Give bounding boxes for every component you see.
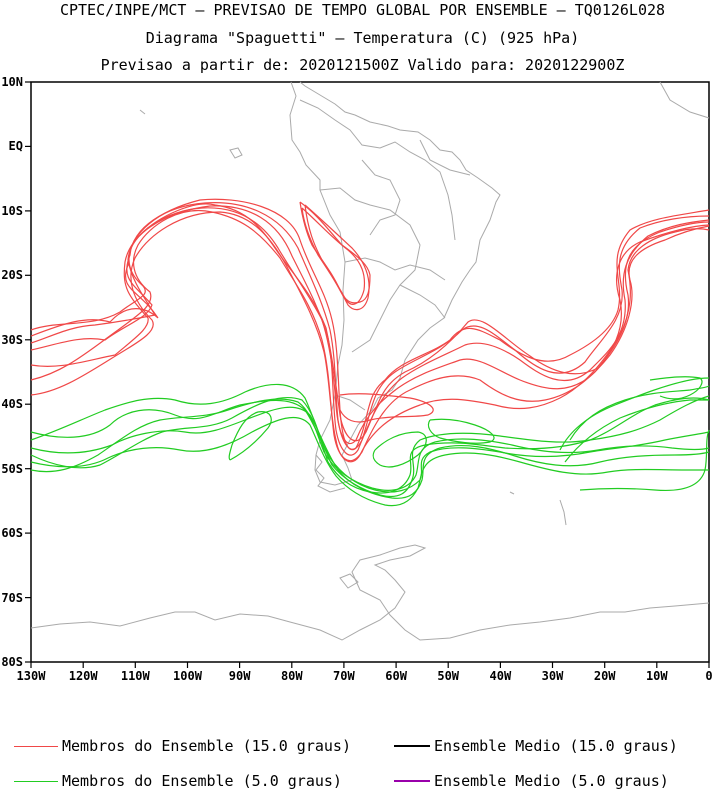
- latitude-axis: [25, 81, 31, 663]
- legend-item-members-5: Membros do Ensemble (5.0 graus): [14, 772, 342, 790]
- red-members: [30, 198, 710, 463]
- legend-label: Membros do Ensemble (15.0 graus): [62, 737, 351, 755]
- lon-label: 60W: [385, 669, 407, 683]
- legend-item-mean-15: Ensemble Medio (15.0 graus): [394, 737, 678, 755]
- spaghetti-map: 10N EQ 10S 20S 30S 40S 50S 60S 70S 80S 1…: [1, 75, 713, 683]
- lon-label: 20W: [594, 669, 616, 683]
- lat-label: 20S: [1, 268, 23, 282]
- lat-label: 50S: [1, 462, 23, 476]
- legend-thin-line-icon: [14, 780, 58, 782]
- lat-label: 40S: [1, 397, 23, 411]
- lon-label: 110W: [121, 669, 151, 683]
- legend-thick-line-icon: [394, 780, 430, 782]
- title-line-2: Diagrama "Spaguetti" – Temperatura (C) (…: [145, 29, 580, 47]
- lon-label: 30W: [542, 669, 564, 683]
- lon-label: 0: [705, 669, 712, 683]
- lon-label: 90W: [229, 669, 251, 683]
- latitude-labels: 10N EQ 10S 20S 30S 40S 50S 60S 70S 80S: [1, 75, 23, 669]
- longitude-labels: 130W 120W 110W 100W 90W 80W 70W 60W 50W …: [17, 669, 713, 683]
- lat-label: 10S: [1, 204, 23, 218]
- lat-label: 10N: [1, 75, 23, 89]
- coastlines: [30, 81, 710, 641]
- legend-item-members-15: Membros do Ensemble (15.0 graus): [14, 737, 351, 755]
- map-frame: [30, 81, 710, 663]
- longitude-axis: [30, 662, 710, 668]
- legend-label: Membros do Ensemble (5.0 graus): [62, 772, 342, 790]
- lat-label: 70S: [1, 591, 23, 605]
- lon-label: 80W: [281, 669, 303, 683]
- lon-label: 120W: [69, 669, 99, 683]
- legend-label: Ensemble Medio (5.0 graus): [434, 772, 669, 790]
- lon-label: 100W: [173, 669, 203, 683]
- legend-thick-line-icon: [394, 745, 430, 747]
- green-members: [30, 376, 710, 507]
- legend-thin-line-icon: [14, 745, 58, 747]
- lon-label: 70W: [333, 669, 355, 683]
- legend-item-mean-5: Ensemble Medio (5.0 graus): [394, 772, 669, 790]
- lat-label: 30S: [1, 333, 23, 347]
- lon-label: 40W: [490, 669, 512, 683]
- lat-label: EQ: [9, 139, 23, 153]
- title-line-3: Previsao a partir de: 2020121500Z Valido…: [100, 56, 625, 74]
- lon-label: 50W: [437, 669, 459, 683]
- title-line-1: CPTEC/INPE/MCT – PREVISAO DE TEMPO GLOBA…: [59, 1, 666, 19]
- lat-label: 80S: [1, 655, 23, 669]
- lon-label: 130W: [17, 669, 47, 683]
- legend-label: Ensemble Medio (15.0 graus): [434, 737, 678, 755]
- lat-label: 60S: [1, 526, 23, 540]
- lon-label: 10W: [646, 669, 668, 683]
